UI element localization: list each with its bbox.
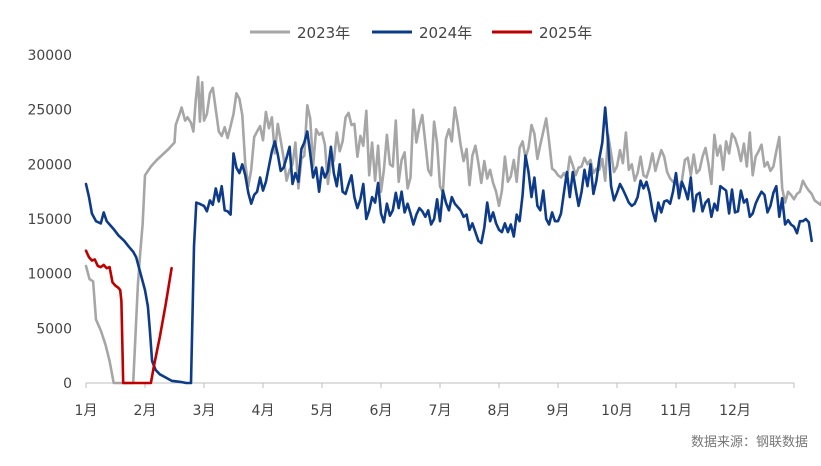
legend-label: 2025年 — [539, 24, 592, 42]
x-tick-label: 4月 — [252, 403, 275, 419]
x-tick-label: 2月 — [134, 403, 157, 419]
x-axis: 1月 2月 3月 4月 5月 6月 7月 8月 9月 10月 11月 12月 — [75, 382, 795, 419]
legend: 2023年 2024年 2025年 — [250, 24, 592, 42]
y-tick-label: 0 — [63, 376, 72, 392]
x-tick-label: 10月 — [601, 403, 633, 419]
y-tick-label: 10000 — [27, 267, 72, 283]
source-note: 数据来源：钢联数据 — [691, 435, 808, 450]
series-layer — [84, 75, 821, 385]
y-tick-label: 15000 — [27, 212, 72, 228]
x-tick-label: 8月 — [488, 403, 511, 419]
x-tick-label: 7月 — [429, 403, 452, 419]
series-line-2023年 — [84, 75, 821, 385]
x-tick-label: 3月 — [193, 403, 216, 419]
y-tick-label: 25000 — [27, 103, 72, 119]
y-axis: 0 5000 10000 15000 20000 25000 30000 — [27, 48, 72, 392]
y-tick-label: 5000 — [36, 321, 72, 337]
x-tick-label: 6月 — [370, 403, 393, 419]
x-tick-label: 9月 — [547, 403, 570, 419]
legend-label: 2024年 — [419, 24, 472, 42]
series-line-2024年 — [84, 106, 814, 385]
series-line-2025年 — [84, 249, 173, 385]
y-tick-label: 30000 — [27, 48, 72, 64]
x-tick-label: 5月 — [311, 403, 334, 419]
x-tick-label: 11月 — [660, 403, 692, 419]
x-tick-label: 12月 — [719, 403, 751, 419]
legend-label: 2023年 — [297, 24, 350, 42]
y-tick-label: 20000 — [27, 157, 72, 173]
x-tick-label: 1月 — [75, 403, 98, 419]
